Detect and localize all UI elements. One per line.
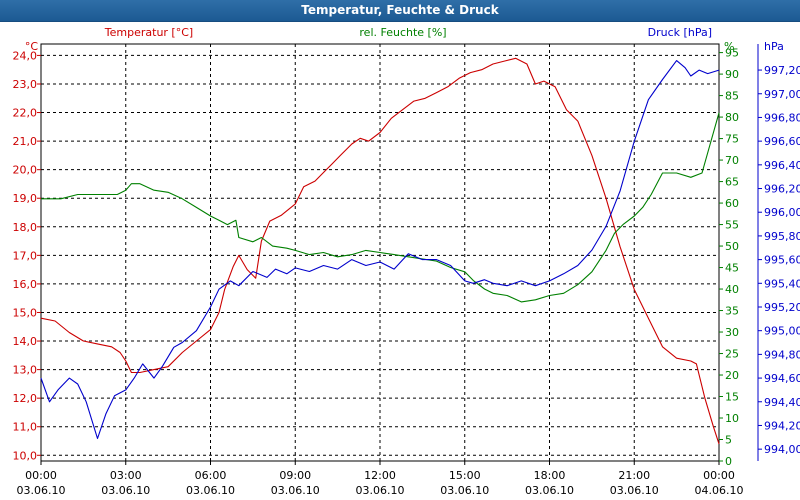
x-tick-time: 00:00 (703, 469, 735, 482)
x-tick-time: 00:00 (25, 469, 57, 482)
humidity-tick-label: 30 (725, 326, 739, 339)
x-tick-date: 03.06.10 (440, 484, 489, 497)
x-tick-time: 12:00 (364, 469, 396, 482)
humidity-tick-label: 60 (725, 197, 739, 210)
legend-temperature: Temperatur [°C] (104, 26, 193, 39)
pressure-tick-label: 995,40 (764, 277, 800, 290)
pressure-unit: hPa (764, 40, 784, 53)
pressure-tick-label: 995,00 (764, 325, 800, 338)
pressure-tick-label: 994,80 (764, 348, 800, 361)
temperature-tick-label: 19,0 (13, 192, 38, 205)
pressure-tick-label: 996,60 (764, 135, 800, 148)
pressure-tick-label: 996,00 (764, 206, 800, 219)
pressure-tick-label: 994,20 (764, 419, 800, 432)
temperature-tick-label: 17,0 (13, 249, 38, 262)
pressure-tick-label: 994,00 (764, 443, 800, 456)
humidity-tick-label: 95 (725, 47, 739, 60)
temperature-tick-label: 23,0 (13, 78, 38, 91)
humidity-tick-label: 5 (725, 434, 732, 447)
x-tick-date: 03.06.10 (356, 484, 405, 497)
pressure-tick-label: 997,20 (764, 64, 800, 77)
humidity-tick-label: 10 (725, 412, 739, 425)
pressure-tick-label: 997,00 (764, 88, 800, 101)
temperature-tick-label: 18,0 (13, 221, 38, 234)
humidity-tick-label: 40 (725, 283, 739, 296)
x-tick-time: 21:00 (618, 469, 650, 482)
pressure-tick-label: 994,40 (764, 396, 800, 409)
temperature-tick-label: 12,0 (13, 392, 38, 405)
humidity-tick-label: 25 (725, 348, 739, 361)
temperature-tick-label: 22,0 (13, 107, 38, 120)
window-title: Temperatur, Feuchte & Druck (0, 0, 800, 22)
humidity-unit: % (724, 40, 734, 53)
humidity-tick-label: 15 (725, 391, 739, 404)
humidity-tick-label: 20 (725, 369, 739, 382)
temperature-tick-label: 15,0 (13, 306, 38, 319)
x-tick-time: 03:00 (110, 469, 142, 482)
humidity-tick-label: 35 (725, 305, 739, 318)
humidity-tick-label: 70 (725, 154, 739, 167)
pressure-tick-label: 994,60 (764, 372, 800, 385)
humidity-tick-label: 45 (725, 262, 739, 275)
x-tick-time: 15:00 (449, 469, 481, 482)
temperature-unit: °C (25, 40, 39, 53)
humidity-tick-label: 0 (725, 455, 732, 468)
humidity-tick-label: 55 (725, 219, 739, 232)
pressure-tick-label: 996,20 (764, 183, 800, 196)
humidity-tick-label: 85 (725, 90, 739, 103)
x-tick-time: 09:00 (279, 469, 311, 482)
pressure-tick-label: 996,40 (764, 159, 800, 172)
chart: 00:00 03.06.10 03:00 03.06.10 06:00 03.06.10 0… (13, 26, 800, 497)
legend-pressure: Druck [hPa] (648, 26, 712, 39)
temperature-tick-label: 24,0 (13, 49, 38, 62)
x-tick-date: 03.06.10 (610, 484, 659, 497)
pressure-line (40, 60, 720, 440)
humidity-tick-label: 80 (725, 111, 739, 124)
temperature-tick-label: 11,0 (13, 421, 38, 434)
x-tick-date: 04.06.10 (695, 484, 744, 497)
series-layer (40, 57, 720, 445)
grid (41, 44, 719, 461)
x-tick-date: 03.06.10 (101, 484, 150, 497)
x-tick-time: 18:00 (534, 469, 566, 482)
pressure-tick-label: 995,20 (764, 301, 800, 314)
pressure-tick-label: 995,80 (764, 230, 800, 243)
humidity-tick-label: 65 (725, 176, 739, 189)
axis-headers: °C Temperatur [°C] rel. Feuchte [%] Druc… (25, 26, 784, 53)
humidity-line (41, 112, 720, 303)
x-tick-date: 03.06.10 (525, 484, 574, 497)
x-tick-date: 03.06.10 (186, 484, 235, 497)
temperature-tick-label: 16,0 (13, 278, 38, 291)
temperature-tick-label: 20,0 (13, 164, 38, 177)
humidity-tick-label: 50 (725, 240, 739, 253)
temperature-tick-label: 21,0 (13, 135, 38, 148)
temperature-tick-label: 13,0 (13, 364, 38, 377)
temperature-tick-label: 14,0 (13, 335, 38, 348)
x-tick-date: 03.06.10 (271, 484, 320, 497)
axes: 00:00 03.06.10 03:00 03.06.10 06:00 03.06.10 0… (13, 44, 800, 497)
pressure-tick-label: 996,80 (764, 111, 800, 124)
temperature-tick-label: 10,0 (13, 449, 38, 462)
humidity-tick-label: 75 (725, 133, 739, 146)
x-tick-time: 06:00 (195, 469, 227, 482)
pressure-tick-label: 995,60 (764, 254, 800, 267)
humidity-tick-label: 90 (725, 68, 739, 81)
x-tick-date: 03.06.10 (17, 484, 66, 497)
legend-humidity: rel. Feuchte [%] (359, 26, 446, 39)
